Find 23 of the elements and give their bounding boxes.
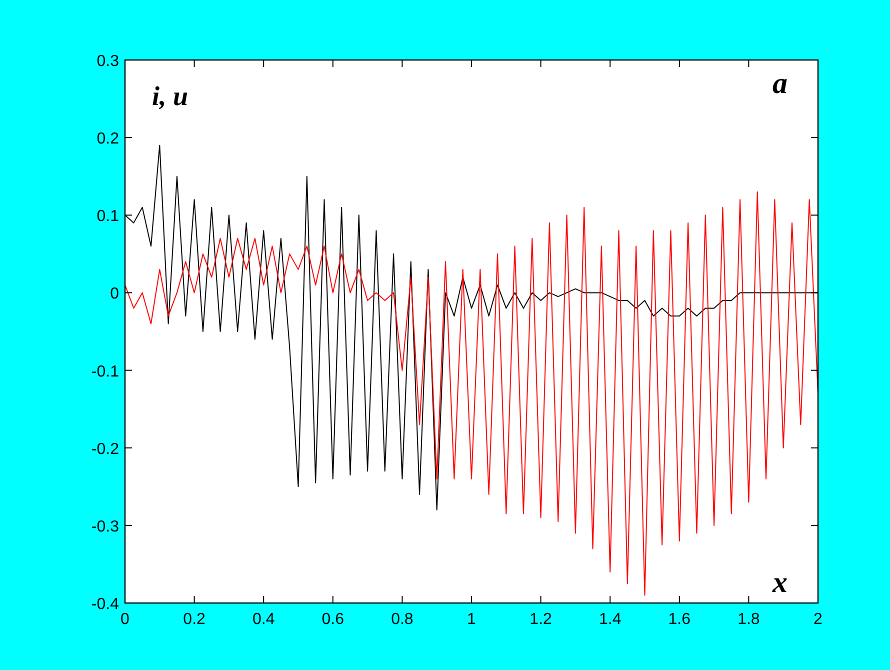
- x-tick-label: 1: [467, 611, 476, 628]
- y-tick-label: -0.3: [91, 518, 120, 536]
- x-tick-label: 1.8: [738, 611, 760, 628]
- y-axis-title: i, u: [152, 81, 188, 111]
- y-tick-label: -0.2: [91, 440, 120, 458]
- y-tick-label: 0.1: [96, 208, 120, 226]
- x-tick-label: 1.6: [668, 611, 691, 628]
- x-tick-label: 2: [814, 611, 823, 628]
- x-tick-label: 0.8: [391, 611, 414, 628]
- y-tick-label: 0: [110, 286, 120, 303]
- x-tick-label: 0.6: [322, 611, 344, 628]
- x-tick-label: 1.4: [598, 611, 622, 628]
- x-tick-label: 0.4: [252, 611, 275, 628]
- y-tick-label: 0.2: [96, 130, 120, 148]
- line-series: [124, 191, 818, 596]
- x-tick-label: 1.2: [530, 611, 552, 628]
- x-axis-title: x: [772, 566, 788, 599]
- x-tick-label: 0: [120, 611, 130, 628]
- y-tick-label: -0.1: [91, 363, 120, 380]
- y-tick-label: 0.3: [96, 53, 120, 70]
- x-tick-label: 0.2: [183, 611, 206, 628]
- y-tick-label: -0.4: [91, 596, 120, 613]
- annotation: a: [772, 67, 788, 100]
